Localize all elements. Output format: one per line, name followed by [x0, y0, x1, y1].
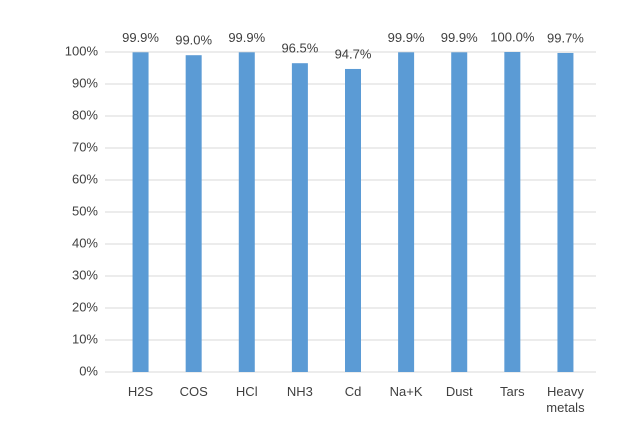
value-label: 94.7% [335, 46, 372, 61]
value-label: 99.9% [228, 30, 265, 45]
bar [504, 52, 521, 372]
y-tick-label: 30% [72, 267, 98, 282]
bar [185, 55, 202, 372]
y-tick-label: 60% [72, 171, 98, 186]
value-label: 96.5% [281, 41, 318, 56]
bar [291, 63, 308, 372]
bar [345, 68, 361, 373]
value-label: 100.0% [490, 29, 535, 44]
value-label: 99.9% [441, 30, 478, 45]
x-tick-label: Cd [344, 384, 362, 399]
y-tick-label: 0% [79, 363, 98, 378]
x-tick-label: Na+K [389, 384, 423, 399]
x-tick-label: H2S [127, 384, 154, 399]
bar [132, 52, 149, 372]
x-tick-label: Heavy metals [546, 384, 585, 415]
value-label: 99.9% [122, 30, 159, 45]
x-tick-label: Tars [500, 384, 525, 399]
y-tick-label: 10% [72, 331, 98, 346]
value-label: 99.9% [388, 30, 425, 45]
bar [451, 52, 468, 372]
y-tick-label: 100% [65, 43, 99, 58]
x-tick-label: NH3 [286, 384, 313, 399]
bar [398, 52, 415, 372]
x-tick-label: Dust [445, 384, 473, 399]
bar [238, 52, 255, 372]
value-label: 99.0% [175, 33, 212, 48]
x-tick-label: COS [179, 384, 208, 399]
y-tick-label: 90% [72, 75, 98, 90]
y-tick-label: 50% [72, 203, 98, 218]
y-tick-label: 80% [72, 107, 98, 122]
x-tick-label: HCl [235, 384, 258, 399]
y-tick-label: 20% [72, 299, 98, 314]
y-tick-label: 70% [72, 139, 98, 154]
bar [557, 52, 574, 373]
y-tick-label: 40% [72, 235, 98, 250]
value-label: 99.7% [547, 30, 584, 45]
